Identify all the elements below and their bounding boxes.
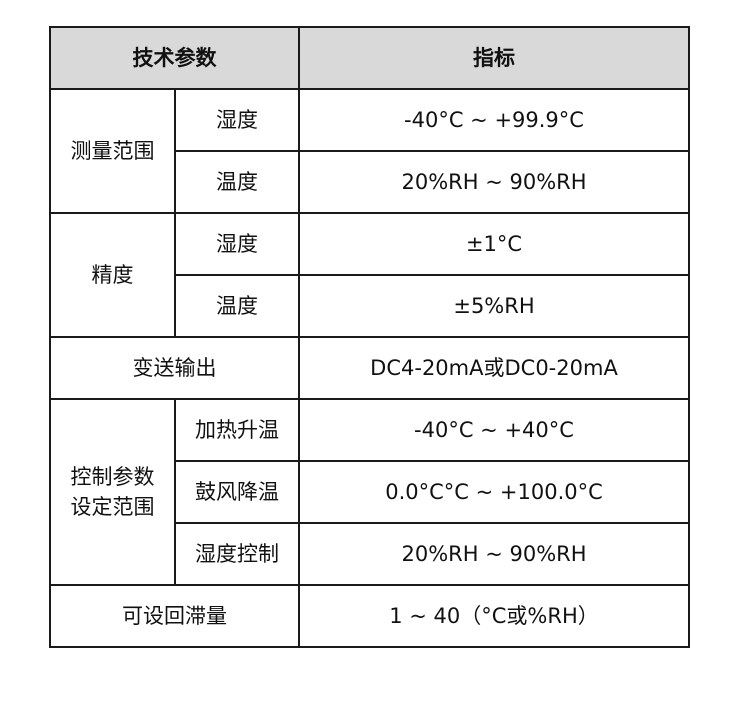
group-label: 可设回滞量 bbox=[49, 584, 300, 648]
header-row: 技术参数 指标 bbox=[49, 26, 690, 90]
group-label: 变送输出 bbox=[49, 336, 300, 400]
row-name: 鼓风降温 bbox=[174, 460, 300, 524]
row-name: 湿度 bbox=[174, 88, 300, 152]
table-row: 精度 湿度 ±1°C bbox=[49, 212, 690, 338]
row-name: 温度 bbox=[174, 274, 300, 338]
row-value: 0.0°C°C ~ +100.0°C bbox=[298, 460, 690, 524]
header-spec: 指标 bbox=[298, 26, 690, 90]
row-name: 湿度 bbox=[174, 212, 300, 276]
table-row: 变送输出 DC4-20mA或DC0-20mA bbox=[49, 336, 690, 400]
row-value: -40°C ~ +99.9°C bbox=[298, 88, 690, 152]
row-value: 20%RH ~ 90%RH bbox=[298, 522, 690, 586]
table-row: 鼓风降温 0.0°C°C ~ +100.0°C bbox=[50, 460, 690, 524]
group-label-line1: 控制参数 bbox=[70, 465, 155, 489]
header-param: 技术参数 bbox=[49, 26, 300, 90]
group-label: 精度 bbox=[49, 212, 176, 338]
group-label-line2: 设定范围 bbox=[70, 495, 155, 519]
row-value: ±1°C bbox=[298, 212, 690, 276]
row-value: 1 ~ 40（°C或%RH） bbox=[298, 584, 690, 648]
table-row: 控制参数设定范围 加热升温 -40°C ~ +40°C bbox=[49, 398, 690, 586]
spec-table: 技术参数 指标 测量范围 湿度 -40°C ~ +99.9°C 温度 20%RH… bbox=[49, 26, 690, 648]
row-value: DC4-20mA或DC0-20mA bbox=[298, 336, 690, 400]
group-label: 测量范围 bbox=[49, 88, 176, 214]
table-row: 温度 ±5%RH bbox=[50, 274, 690, 338]
group-label: 控制参数 设定范围 bbox=[49, 398, 176, 586]
table-row: 温度 20%RH ~ 90%RH bbox=[50, 150, 690, 214]
row-name: 加热升温 bbox=[174, 398, 300, 462]
row-name: 湿度控制 bbox=[174, 522, 300, 586]
row-value: -40°C ~ +40°C bbox=[298, 398, 690, 462]
table-row: 测量范围 湿度 -40°C ~ +99.9°C bbox=[49, 88, 690, 214]
row-value: 20%RH ~ 90%RH bbox=[298, 150, 690, 214]
table-row: 可设回滞量 1 ~ 40（°C或%RH） bbox=[49, 584, 690, 648]
table-row: 湿度控制 20%RH ~ 90%RH bbox=[50, 522, 690, 586]
row-name: 温度 bbox=[174, 150, 300, 214]
row-value: ±5%RH bbox=[298, 274, 690, 338]
